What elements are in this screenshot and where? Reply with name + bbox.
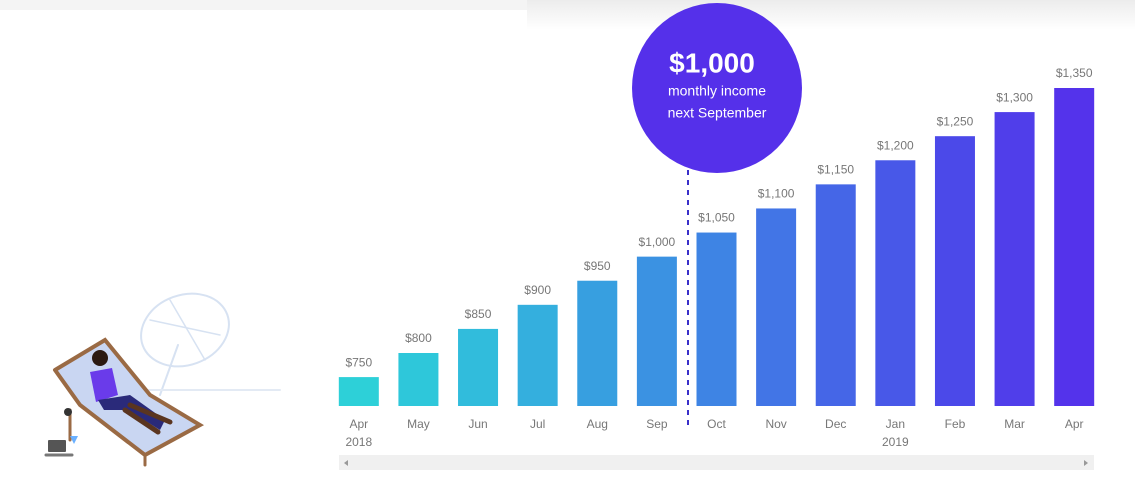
x-tick-label: May [407,417,430,431]
scroll-left[interactable] [344,460,348,466]
bar [696,232,737,406]
x-tick-label: Aug [587,417,608,431]
x-year-label: 2018 [345,435,372,449]
x-tick-label: Nov [765,417,786,431]
bar [577,280,618,406]
bar [458,328,499,406]
x-year-label: 2019 [882,435,909,449]
value-label: $1,350 [1056,66,1093,80]
value-label: $900 [524,283,551,297]
top-shade [527,0,1135,30]
x-tick-label: Jan [886,417,905,431]
x-tick-label: Jun [468,417,487,431]
callout-line: monthly income [668,83,766,99]
bar [338,377,379,406]
value-label: $1,050 [698,211,735,225]
top-shade-left [0,0,527,10]
x-tick-label: Oct [707,417,726,431]
value-label: $750 [345,355,372,369]
callout-bubble [632,3,802,173]
x-tick-label: Jul [530,417,545,431]
bar [636,256,677,406]
illustration [44,292,281,467]
bar [756,208,797,406]
value-label: $950 [584,259,611,273]
value-label: $850 [465,307,492,321]
bar [398,353,439,406]
scrollbar[interactable] [339,455,1094,470]
value-label: $1,200 [877,138,914,152]
scroll-right[interactable] [1084,460,1088,466]
value-label: $1,250 [937,114,974,128]
x-tick-label: Apr [1065,417,1084,431]
value-label: $1,150 [817,163,854,177]
bar [994,112,1035,406]
x-tick-label: Feb [945,417,966,431]
value-label: $1,300 [996,90,1033,104]
x-tick-label: Sep [646,417,668,431]
x-tick-label: Apr [349,417,368,431]
bar [875,160,916,406]
bar [815,184,856,406]
x-tick-label: Dec [825,417,846,431]
callout-title: $1,000 [669,47,755,78]
bar [934,136,975,406]
value-label: $800 [405,331,432,345]
x-tick-label: Mar [1004,417,1025,431]
callout-line: next September [668,105,767,121]
value-label: $1,000 [639,235,676,249]
bar [517,304,558,406]
value-label: $1,100 [758,187,795,201]
bar [1054,88,1095,406]
